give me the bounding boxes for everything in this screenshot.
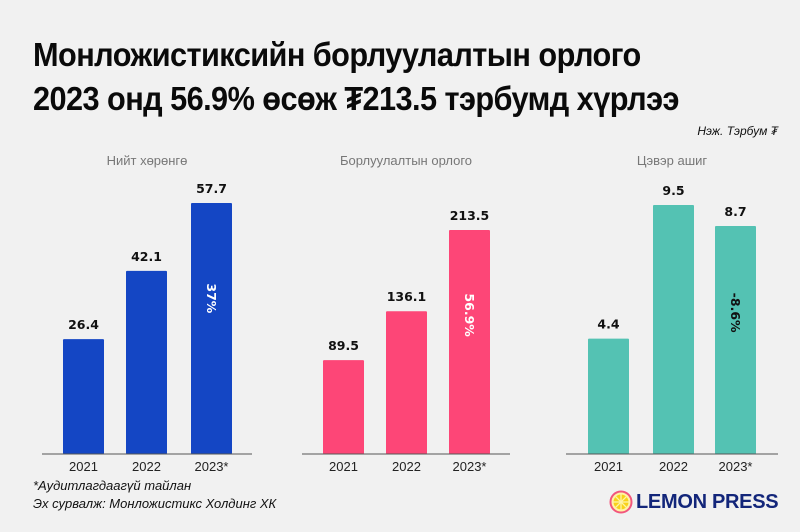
growth-label: 56.9% [462,293,477,337]
lemon-slice-icon [609,490,633,514]
page-title: Монложистиксийн борлуулалтын орлого 2023… [33,33,679,121]
value-label: 4.4 [597,317,619,332]
value-label: 8.7 [724,204,746,219]
x-tick-label: 2021 [69,459,98,474]
bar-total-assets-2023 [191,203,232,454]
value-label: 136.1 [387,289,427,304]
x-tick-label: 2023* [453,459,487,474]
x-tick-label: 2021 [329,459,358,474]
growth-label: -8.6% [728,293,743,333]
bar-sales-revenue-2021 [323,360,364,454]
value-label: 42.1 [131,249,162,264]
source-note: Эх сурвалж: Монложистикс Холдинг ХК [33,496,277,511]
x-tick-label: 2022 [392,459,421,474]
value-label: 9.5 [662,183,684,198]
x-tick-label: 2022 [659,459,688,474]
bar-net-profit-2021 [588,338,629,454]
panel-title-net-profit: Цэвэр ашиг [636,153,708,168]
bar-total-assets-2021 [63,339,104,454]
footnote-unaudited: *Аудитлагдаагүй тайлан [33,478,192,493]
unit-label: Нэж. Тэрбум ₮ [697,124,778,138]
x-tick-label: 2022 [132,459,161,474]
title-line-1: Монложистиксийн борлуулалтын орлого [33,36,641,73]
value-label: 89.5 [328,338,359,353]
value-label: 57.7 [196,181,227,196]
value-label: 26.4 [68,317,99,332]
bar-net-profit-2023 [715,225,756,454]
bar-sales-revenue-2022 [386,311,427,454]
logo-text: LEMON PRESS [636,490,779,513]
bar-total-assets-2022 [126,270,167,454]
x-tick-label: 2021 [594,459,623,474]
x-tick-label: 2023* [719,459,753,474]
panel-title-total-assets: Нийт хөрөнгө [106,153,188,168]
x-tick-label: 2023* [195,459,229,474]
title-line-2: 2023 онд 56.9% өсөж ₮213.5 тэрбумд хүрлэ… [33,80,679,117]
lemon-press-logo: LEMON PRESS [609,490,779,514]
bar-net-profit-2022 [653,205,694,454]
value-label: 213.5 [450,208,490,223]
bar-sales-revenue-2023 [449,230,490,454]
panel-title-sales-revenue: Борлуулалтын орлого [340,153,472,168]
growth-label: 37% [204,283,219,313]
